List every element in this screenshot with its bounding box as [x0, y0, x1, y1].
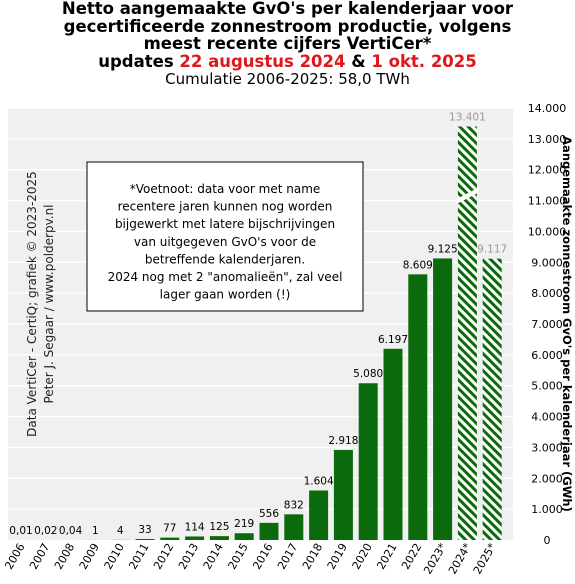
y-axis-title: Aangemaakte zonnestroom GvO's per kalend… [560, 136, 574, 512]
y-tick-label: 9.000 [531, 256, 563, 269]
footnote-box: *Voetnoot: data voor met name recentere j… [86, 161, 364, 312]
x-tick-label: 2018 [300, 541, 325, 572]
x-tick-label: 2008 [52, 541, 77, 572]
bar-2017 [284, 514, 304, 540]
y-tick-label: 13.000 [528, 133, 567, 146]
value-label: 219 [234, 518, 254, 530]
y-tick-label: 1.000 [531, 503, 563, 516]
x-tick-label: 2011 [126, 541, 151, 572]
y-tick-label: 7.000 [531, 318, 563, 331]
bars [11, 126, 502, 540]
bar-2018 [309, 490, 329, 540]
value-label: 8.609 [403, 259, 433, 271]
bar-2013 [185, 536, 205, 540]
y-tick-label: 3.000 [531, 441, 563, 454]
x-tick-label: 2009 [77, 541, 102, 572]
bar-2021 [383, 348, 403, 540]
value-label: 0,02 [34, 525, 57, 537]
value-label: 1.604 [304, 476, 334, 488]
value-label: 4 [117, 525, 124, 537]
x-tick-label: 2012 [151, 541, 176, 572]
x-tick-label: 2016 [250, 541, 275, 572]
value-label: 2.918 [328, 435, 358, 447]
x-tick-label: 2025* [471, 541, 499, 577]
axis-break-mark [455, 187, 479, 205]
chart-subtitle: Cumulatie 2006-2025: 58,0 TWh [165, 70, 410, 88]
x-tick-label: 2013 [176, 541, 201, 572]
title-line-2: gecertificeerde zonnestroom productie, v… [63, 16, 512, 36]
x-tick-label: 2015 [226, 541, 251, 572]
y-tick-label: 4.000 [531, 411, 563, 424]
footnote-line: bijgewerkt met latere bijschrijvingen [115, 217, 335, 231]
value-label: 33 [138, 524, 151, 536]
bar-2019 [333, 449, 353, 540]
bar-2024* [457, 126, 477, 540]
bar-2016 [259, 522, 279, 540]
x-tick-label: 2014 [201, 541, 226, 572]
value-label: 832 [284, 499, 304, 511]
value-label: 13.401 [449, 111, 486, 123]
bar-2015 [234, 533, 254, 540]
y-tick-label: 0 [544, 534, 551, 547]
update-date-2: 1 okt. 2025 [371, 51, 477, 71]
footnote-line: van uitgegeven GvO's voor de [134, 235, 316, 249]
y-tick-label: 14.000 [528, 102, 567, 115]
credit-line-1: Data VertiCer - CertiQ; grafiek © 2023-2… [25, 171, 39, 437]
footnote-line: 2024 nog met 2 "anomalieën", zal veel [108, 270, 343, 284]
footnote-line: recentere jaren kunnen nog worden [118, 200, 333, 214]
x-tick-label: 2022 [399, 541, 424, 572]
x-tick-label: 2021 [374, 541, 399, 572]
bar-2025* [482, 258, 502, 540]
value-label: 125 [209, 521, 229, 533]
footnote-line: lager gaan worden (!) [160, 288, 291, 302]
bar-2011 [135, 538, 155, 540]
y-tick-label: 11.000 [528, 195, 567, 208]
value-label: 0,04 [59, 525, 83, 537]
updates-prefix: updates [98, 51, 174, 71]
bar-2022 [408, 274, 428, 540]
y-tick-label: 6.000 [531, 349, 563, 362]
value-label: 77 [163, 523, 176, 535]
bar-2012 [160, 537, 180, 540]
y-tick-label: 2.000 [531, 472, 563, 485]
y-tick-label: 5.000 [531, 380, 563, 393]
value-label: 5.080 [353, 368, 383, 380]
x-tick-label: 2006 [2, 541, 27, 572]
bar-2014 [209, 536, 229, 540]
x-tick-label: 2020 [350, 541, 375, 572]
y-axis-ticks: 0 1.000 2.000 3.000 4.000 5.000 6.000 7.000 8.00… [528, 102, 567, 547]
update-date-1: 22 augustus 2024 [179, 51, 346, 71]
x-tick-label: 2019 [325, 541, 350, 572]
value-label: 114 [185, 521, 205, 533]
value-label: 9.117 [477, 244, 507, 256]
footnote-line: *Voetnoot: data voor met name [130, 182, 321, 196]
title-line-3: meest recente cijfers VertiCer* [143, 34, 432, 53]
value-label: 556 [259, 508, 279, 520]
value-label: 9.125 [428, 243, 458, 255]
x-axis-ticks: 2006 2007 2008 2009 2010 2011 2012 2013 2014 2015… [2, 541, 499, 577]
credit-line-2: Peter J. Segaar / www.polderpv.nl [42, 204, 56, 403]
value-label: 1 [92, 525, 99, 537]
footnote-line: betreffende kalenderjaren. [145, 252, 305, 266]
update-ampersand: & [351, 51, 366, 71]
x-tick-label: 2017 [275, 541, 300, 572]
y-tick-label: 8.000 [531, 287, 563, 300]
value-label: 0,01 [9, 525, 32, 537]
bar-2023* [433, 258, 453, 540]
bar-2020 [358, 383, 378, 540]
title-line-1: Netto aangemaakte GvO's per kalenderjaar… [61, 0, 514, 18]
chart-title: Netto aangemaakte GvO's per kalenderjaar… [0, 0, 575, 88]
value-label: 6.197 [378, 334, 408, 346]
x-tick-label: 2010 [102, 541, 127, 572]
x-tick-label: 2007 [27, 541, 52, 572]
y-tick-label: 12.000 [528, 164, 567, 177]
x-tick-label: 2023* [421, 541, 449, 577]
title-updates-line: updates 22 augustus 2024 & 1 okt. 2025 [0, 51, 575, 71]
y-tick-label: 10.000 [528, 225, 567, 238]
x-tick-label: 2024* [446, 541, 474, 577]
